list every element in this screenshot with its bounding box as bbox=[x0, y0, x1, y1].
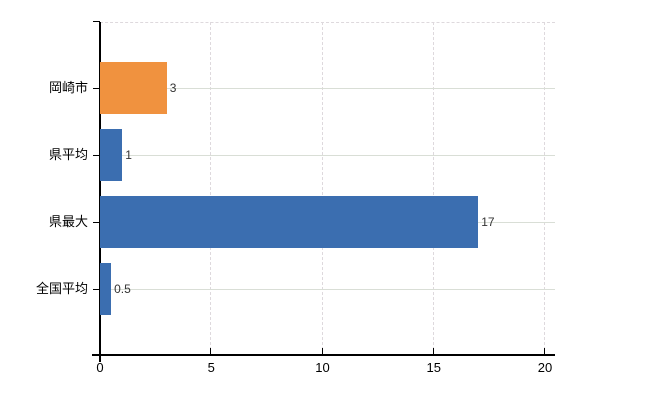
value-label: 3 bbox=[169, 81, 177, 95]
bar bbox=[100, 62, 167, 114]
value-label: 0.5 bbox=[114, 282, 131, 296]
category-label: 全国平均 bbox=[35, 281, 88, 296]
x-axis-tick bbox=[544, 348, 545, 354]
plot-area: 3 1 17 0.5 bbox=[100, 22, 555, 355]
x-tick-label: 15 bbox=[426, 360, 441, 375]
bar bbox=[100, 263, 112, 315]
x-axis-line bbox=[92, 354, 555, 356]
x-tick-label: 10 bbox=[315, 360, 330, 375]
category-label: 岡崎市 bbox=[48, 80, 88, 95]
bar bbox=[100, 129, 123, 181]
gridline-horizontal bbox=[100, 155, 555, 156]
y-axis-tick bbox=[93, 21, 100, 22]
y-axis-line bbox=[99, 22, 101, 361]
bar bbox=[100, 196, 479, 248]
x-tick-label: 5 bbox=[207, 360, 215, 375]
y-axis-tick bbox=[93, 222, 100, 223]
y-axis-tick bbox=[93, 155, 100, 156]
x-axis-tick bbox=[99, 356, 101, 362]
x-axis-tick bbox=[432, 348, 434, 354]
y-axis-tick bbox=[93, 88, 100, 89]
value-label: 1 bbox=[125, 148, 132, 162]
gridline-horizontal bbox=[100, 289, 555, 290]
category-label: 県最大 bbox=[48, 214, 88, 229]
category-label: 県平均 bbox=[48, 147, 88, 162]
x-tick-label: 20 bbox=[537, 360, 553, 375]
gridline-vertical bbox=[321, 22, 323, 355]
gridline-horizontal bbox=[100, 88, 555, 89]
x-axis-tick bbox=[210, 348, 212, 354]
plot-top-border bbox=[100, 22, 555, 23]
y-axis-tick bbox=[93, 289, 100, 290]
value-label: 17 bbox=[481, 215, 495, 229]
gridline-vertical bbox=[210, 22, 212, 355]
gridline-vertical bbox=[544, 22, 545, 355]
x-axis-tick bbox=[321, 348, 323, 354]
x-tick-label: 0 bbox=[96, 360, 104, 375]
gridline-vertical bbox=[432, 22, 434, 355]
